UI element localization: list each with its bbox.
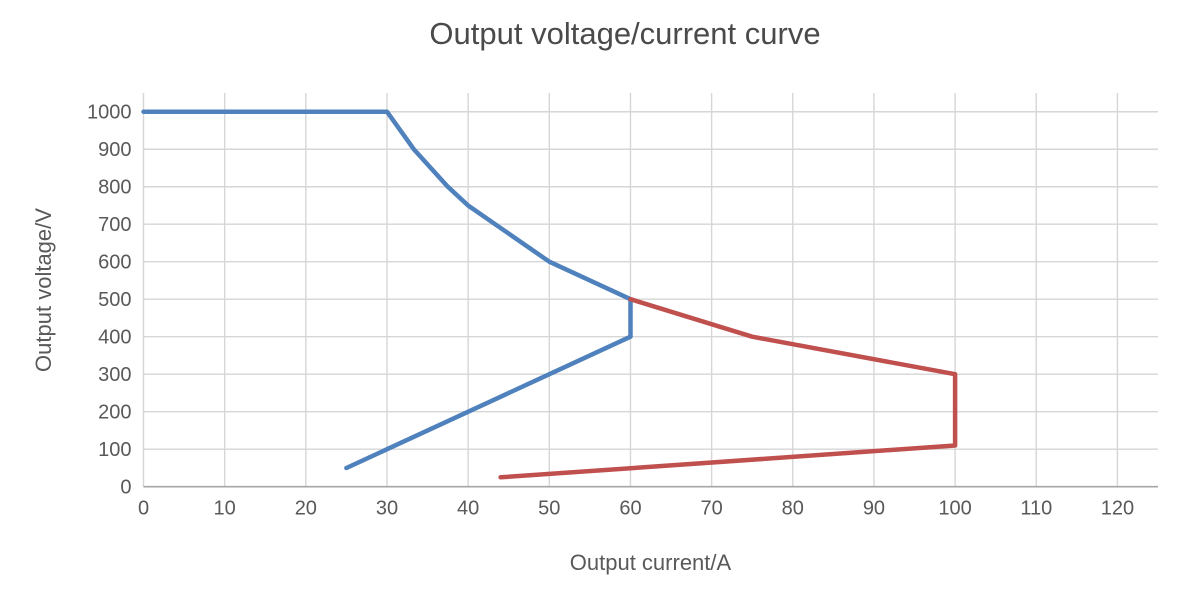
y-axis-title: Output voltage/V <box>31 208 56 372</box>
x-tick-label: 80 <box>782 498 804 520</box>
y-tick-label: 300 <box>98 364 131 386</box>
data-series <box>141 109 958 480</box>
x-tick-label: 20 <box>295 498 317 520</box>
gridlines <box>142 93 1158 488</box>
x-tick-label: 100 <box>938 498 971 520</box>
x-tick-label: 10 <box>214 498 236 520</box>
x-axis-title: Output current/A <box>569 550 732 575</box>
x-tick-label: 40 <box>457 498 479 520</box>
y-tick-label: 600 <box>98 252 131 274</box>
y-tick-label: 800 <box>98 177 131 199</box>
x-tick-label: 90 <box>863 498 885 520</box>
chart-title: Output voltage/current curve <box>429 16 821 51</box>
y-tick-label: 0 <box>120 477 131 499</box>
x-tick-label: 60 <box>619 498 641 520</box>
y-tick-label: 400 <box>98 327 131 349</box>
x-tick-label: 50 <box>538 498 560 520</box>
y-tick-label: 100 <box>98 439 131 461</box>
tick-labels: 0 10 20 30 40 50 60 70 80 90 100 110 120 0 100 200 300 40… <box>87 102 1134 520</box>
y-tick-label: 700 <box>98 214 131 236</box>
x-tick-label: 120 <box>1101 498 1134 520</box>
y-tick-label: 500 <box>98 289 131 311</box>
y-tick-label: 900 <box>98 139 131 161</box>
y-tick-label: 200 <box>98 402 131 424</box>
x-tick-label: 110 <box>1020 498 1052 520</box>
y-tick-label: 1000 <box>87 102 132 124</box>
red-voltage-current-curve <box>498 296 958 480</box>
blue-voltage-current-curve <box>141 109 633 471</box>
x-tick-label: 0 <box>138 498 149 520</box>
x-tick-label: 70 <box>700 498 722 520</box>
x-tick-label: 30 <box>376 498 398 520</box>
